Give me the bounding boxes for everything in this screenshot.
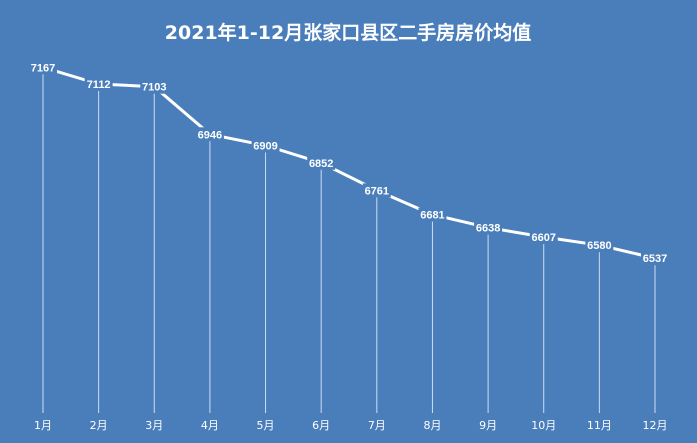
- data-label-background: [140, 79, 169, 94]
- data-label: 6638: [476, 223, 500, 235]
- data-label: 7103: [142, 82, 166, 94]
- data-label-background: [251, 138, 280, 153]
- data-label: 6607: [531, 232, 555, 244]
- data-label: 6852: [309, 158, 333, 170]
- data-label-background: [29, 60, 57, 75]
- x-tick-label: 10月: [531, 419, 556, 432]
- x-tick-label: 4月: [201, 419, 219, 432]
- data-label: 6946: [198, 129, 222, 141]
- data-label-background: [307, 155, 336, 170]
- data-label-background: [585, 238, 614, 253]
- data-label: 7112: [87, 79, 111, 91]
- x-tick-label: 8月: [423, 419, 441, 432]
- series-line: [41, 65, 657, 260]
- data-label-background: [362, 183, 391, 198]
- data-label: 7167: [31, 62, 55, 74]
- data-label-background: [84, 76, 113, 91]
- x-tick-label: 6月: [312, 419, 330, 432]
- data-label: 6537: [643, 253, 667, 265]
- x-tick-label: 3月: [145, 419, 163, 432]
- drop-lines: [42, 67, 656, 413]
- x-tick-label: 1月: [34, 419, 52, 432]
- x-axis-ticks: 1月 2月 3月 4月 5月 6月 7月 8月 9月 10月 11月 12月: [34, 419, 668, 432]
- x-tick-label: 5月: [257, 419, 275, 432]
- data-label-background: [418, 207, 447, 222]
- data-label-background: [529, 230, 558, 245]
- data-label-background: [641, 251, 669, 266]
- x-tick-label: 11月: [587, 419, 612, 432]
- x-tick-label: 12月: [643, 419, 668, 432]
- data-label-background: [195, 127, 224, 142]
- x-tick-label: 9月: [479, 419, 497, 432]
- x-tick-label: 7月: [368, 419, 386, 432]
- chart-title: 2021年1-12月张家口县区二手房房价均值: [165, 21, 531, 44]
- data-labels: 7167 7112 7103 6946 6909 6852 6761 6681 6638 6607…: [29, 60, 669, 266]
- data-label: 6681: [420, 210, 444, 222]
- data-label: 6761: [365, 185, 389, 197]
- data-label-background: [474, 220, 503, 235]
- data-label: 6580: [587, 240, 611, 252]
- data-label: 6909: [253, 141, 277, 153]
- x-tick-label: 2月: [90, 419, 108, 432]
